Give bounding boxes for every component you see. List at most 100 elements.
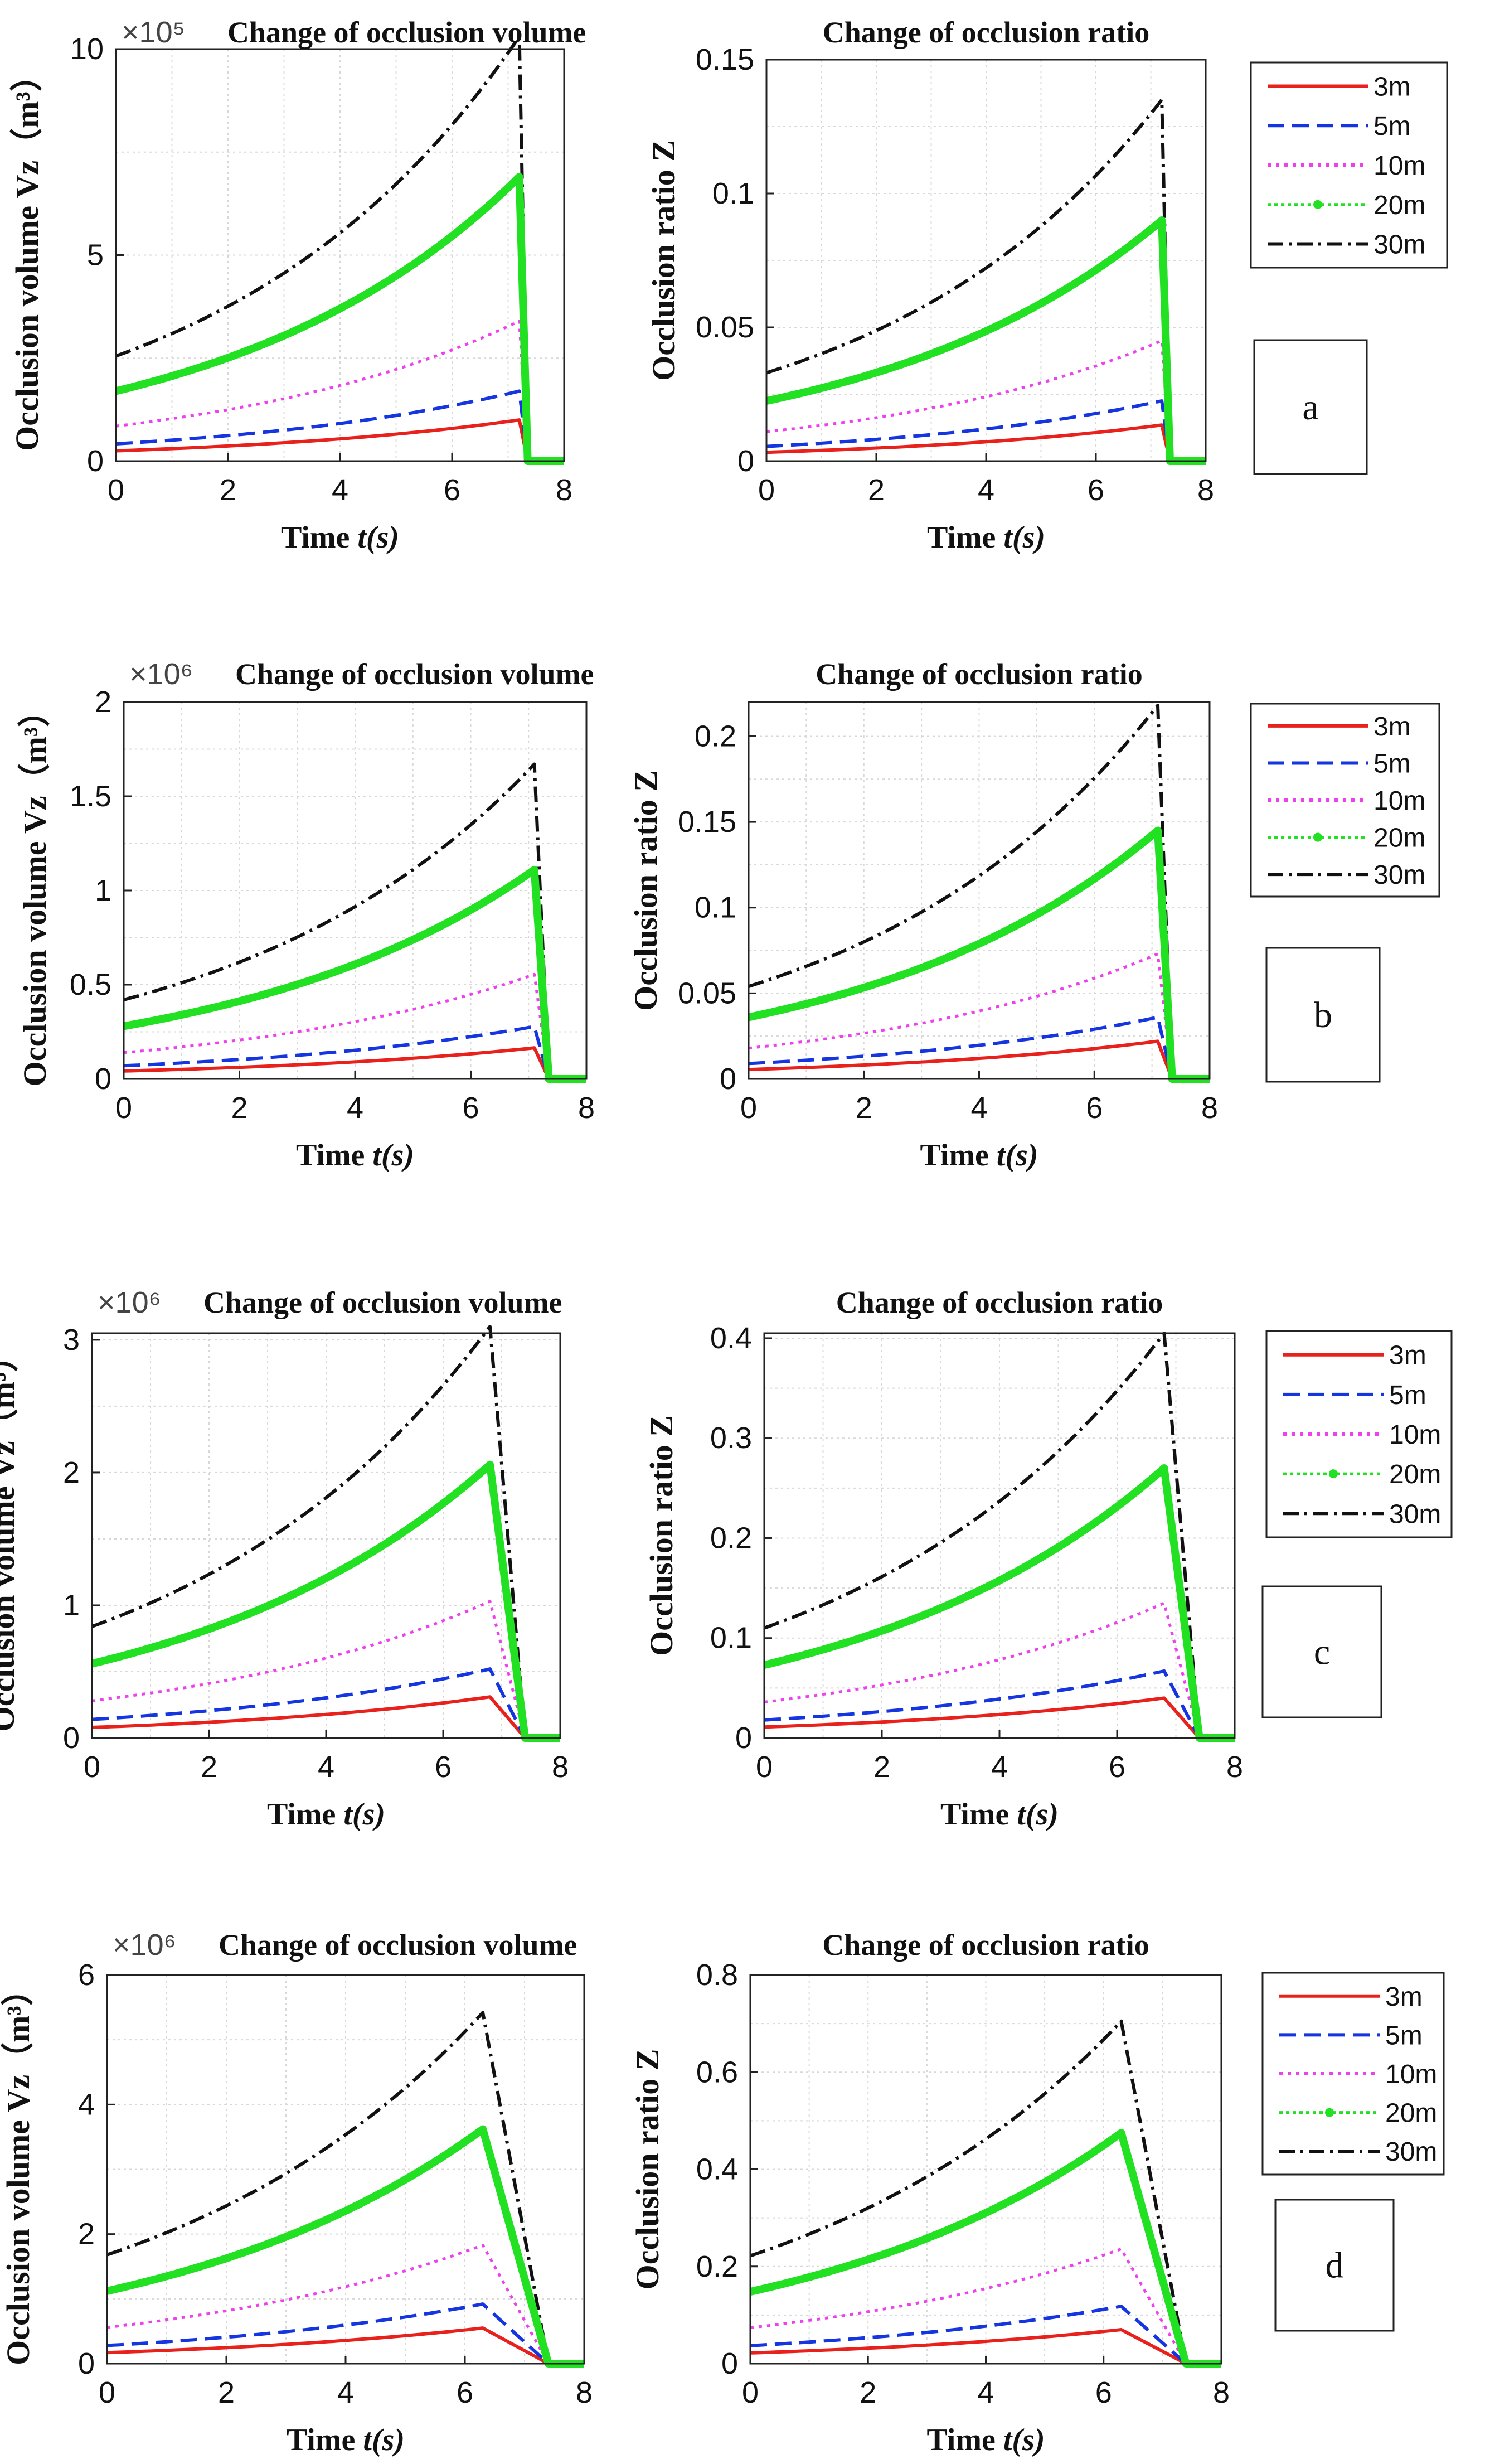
y-tick-label: 0.3	[710, 1421, 752, 1455]
series-line-30m	[106, 2011, 584, 2365]
x-tick-label: 2	[218, 2376, 235, 2409]
y-tick-label: 0	[737, 444, 754, 478]
chart-title: Change of occlusion volume	[227, 16, 586, 49]
y-axis-label: Occlusion ratio Z	[645, 140, 682, 381]
legend-b: 3m 5m 10m 20m 30m	[1250, 703, 1440, 898]
y-axis-label: Occlusion volume Vz（m³）	[0, 1973, 36, 2365]
legend-marker	[1329, 1469, 1338, 1479]
y-tick-label: 0	[87, 444, 104, 478]
x-tick-label: 0	[115, 1091, 132, 1125]
series-line-30m	[123, 762, 586, 1081]
series-line-20m	[123, 865, 586, 1083]
series-line-3m	[106, 2326, 584, 2365]
series-line-5m	[750, 2305, 1221, 2365]
series-line-3m	[748, 1039, 1210, 1081]
x-axis-label: Time t(s)	[296, 1138, 414, 1173]
y-tick-label: 6	[78, 1958, 95, 1992]
series-line-30m	[748, 704, 1210, 1081]
y-tick-label: 0.4	[696, 2153, 738, 2186]
chart-title: Change of occlusion volume	[235, 657, 594, 691]
x-axis-label: Time t(s)	[281, 520, 399, 555]
series-line-20m	[765, 216, 1206, 465]
legend-label-30m: 30m	[1389, 1499, 1441, 1529]
series-line-5m	[766, 399, 1206, 463]
series-line-30m	[115, 35, 564, 463]
series-line-20m	[748, 826, 1210, 1083]
panel-label-box	[1274, 2199, 1395, 2332]
plot-b-volume: 0 2 4 6 8 0 0.5 1 1.5 2 ×10⁶ Change of occlusion vo…	[17, 657, 595, 1173]
x-tick-label: 6	[1088, 473, 1104, 507]
x-axis-label: Time t(s)	[267, 1797, 385, 1832]
series-line-5m	[764, 1669, 1235, 1740]
series-line-3m	[764, 1696, 1235, 1740]
panel-label-box	[1261, 1585, 1382, 1718]
legend-label-20m: 20m	[1389, 1460, 1441, 1489]
y-tick-label: 0.4	[710, 1321, 752, 1355]
x-tick-label: 2	[201, 1750, 217, 1784]
x-tick-label: 6	[1095, 2376, 1112, 2409]
exponent-label: ×10⁶	[98, 1286, 161, 1319]
x-tick-label: 6	[1086, 1091, 1103, 1125]
panel-label-text: b	[1314, 995, 1332, 1035]
x-tick-label: 2	[868, 473, 885, 507]
x-tick-label: 4	[318, 1750, 334, 1784]
y-tick-label: 0	[63, 1721, 80, 1755]
panel-label-d: d	[1274, 2199, 1395, 2332]
legend-label-3m: 3m	[1385, 1982, 1423, 2012]
panel-label-box	[1265, 947, 1381, 1083]
x-tick-label: 8	[1197, 473, 1214, 507]
x-tick-label: 6	[462, 1091, 479, 1125]
y-axis-label: Occlusion volume Vz（m³）	[9, 59, 45, 451]
y-tick-label: 2	[78, 2218, 95, 2251]
legend-marker	[1325, 2108, 1334, 2117]
series-line-3m	[115, 418, 564, 463]
y-tick-label: 0	[735, 1721, 752, 1755]
legend-label-30m: 30m	[1373, 230, 1425, 260]
x-tick-label: 4	[347, 1091, 363, 1125]
plot-d-volume: 0 2 4 6 8 0 2 4 6 ×10⁶ Change of occlusion volume T…	[0, 1928, 593, 2457]
legend-label-5m: 5m	[1373, 112, 1411, 141]
x-tick-label: 4	[337, 2376, 354, 2409]
x-tick-label: 4	[977, 2376, 994, 2409]
x-tick-label: 6	[444, 473, 460, 507]
y-tick-label: 0	[720, 1062, 736, 1096]
legend-label-10m: 10m	[1389, 1420, 1441, 1450]
x-tick-label: 2	[231, 1091, 247, 1125]
legend-label-3m: 3m	[1373, 712, 1411, 742]
legend-label-5m: 5m	[1373, 749, 1411, 778]
x-axis-label: Time t(s)	[287, 2423, 405, 2457]
legend-d: 3m 5m 10m 20m 30m	[1261, 1972, 1445, 2176]
legend-label-5m: 5m	[1389, 1381, 1426, 1410]
x-tick-label: 0	[742, 2376, 759, 2409]
plot-c-ratio: 0 2 4 6 8 0 0.1 0.2 0.3 0.4 Change of occlusion ra…	[643, 1286, 1243, 1832]
y-tick-label: 0.2	[696, 2250, 738, 2283]
x-tick-label: 4	[991, 1750, 1008, 1784]
y-tick-label: 4	[78, 2088, 95, 2121]
y-tick-label: 2	[63, 1456, 80, 1489]
x-axis-label: Time t(s)	[927, 520, 1045, 555]
x-tick-label: 0	[108, 473, 124, 507]
x-tick-label: 8	[556, 473, 572, 507]
y-tick-label: 10	[70, 32, 104, 66]
panel-label-text: c	[1314, 1632, 1330, 1673]
legend-a: 3m 5m 10m 20m 30m	[1250, 61, 1448, 269]
series-line-10m	[766, 339, 1206, 463]
legend-marker	[1313, 200, 1322, 209]
legend-c: 3m 5m 10m 20m 30m	[1265, 1330, 1453, 1538]
legend-label-30m: 30m	[1373, 860, 1425, 890]
y-tick-label: 0.8	[696, 1958, 738, 1992]
y-tick-label: 0.1	[710, 1621, 752, 1655]
panel-label-text: a	[1302, 387, 1318, 428]
series-line-3m	[750, 2328, 1221, 2365]
y-tick-label: 0.1	[695, 891, 736, 924]
x-tick-label: 2	[856, 1091, 872, 1125]
y-tick-label: 0.15	[696, 43, 754, 76]
legend-label-10m: 10m	[1385, 2060, 1437, 2089]
y-tick-label: 5	[87, 239, 104, 272]
x-tick-label: 2	[220, 473, 236, 507]
series-line-20m	[91, 1460, 560, 1742]
y-tick-label: 1	[63, 1589, 80, 1622]
legend-label-20m: 20m	[1373, 191, 1425, 220]
y-tick-label: 1	[95, 874, 111, 907]
